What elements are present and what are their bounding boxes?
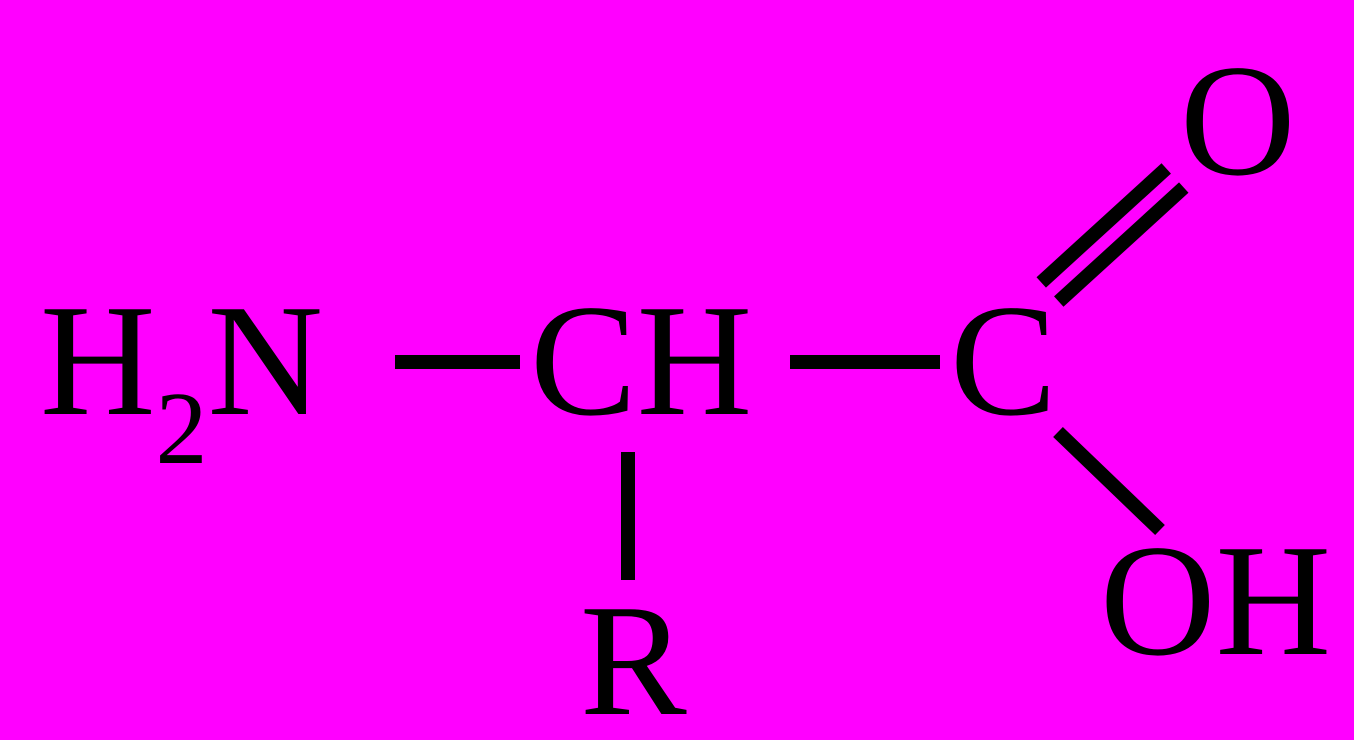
chemical-structure-diagram: H2N CH C O OH R: [0, 0, 1354, 740]
atom-h2n: H2N: [40, 280, 323, 465]
atom-oh: OH: [1100, 520, 1331, 680]
atom-r: R: [580, 580, 687, 740]
atom-o-top: O: [1180, 40, 1296, 200]
atom-ch: CH: [530, 280, 752, 440]
atom-c: C: [950, 280, 1057, 440]
